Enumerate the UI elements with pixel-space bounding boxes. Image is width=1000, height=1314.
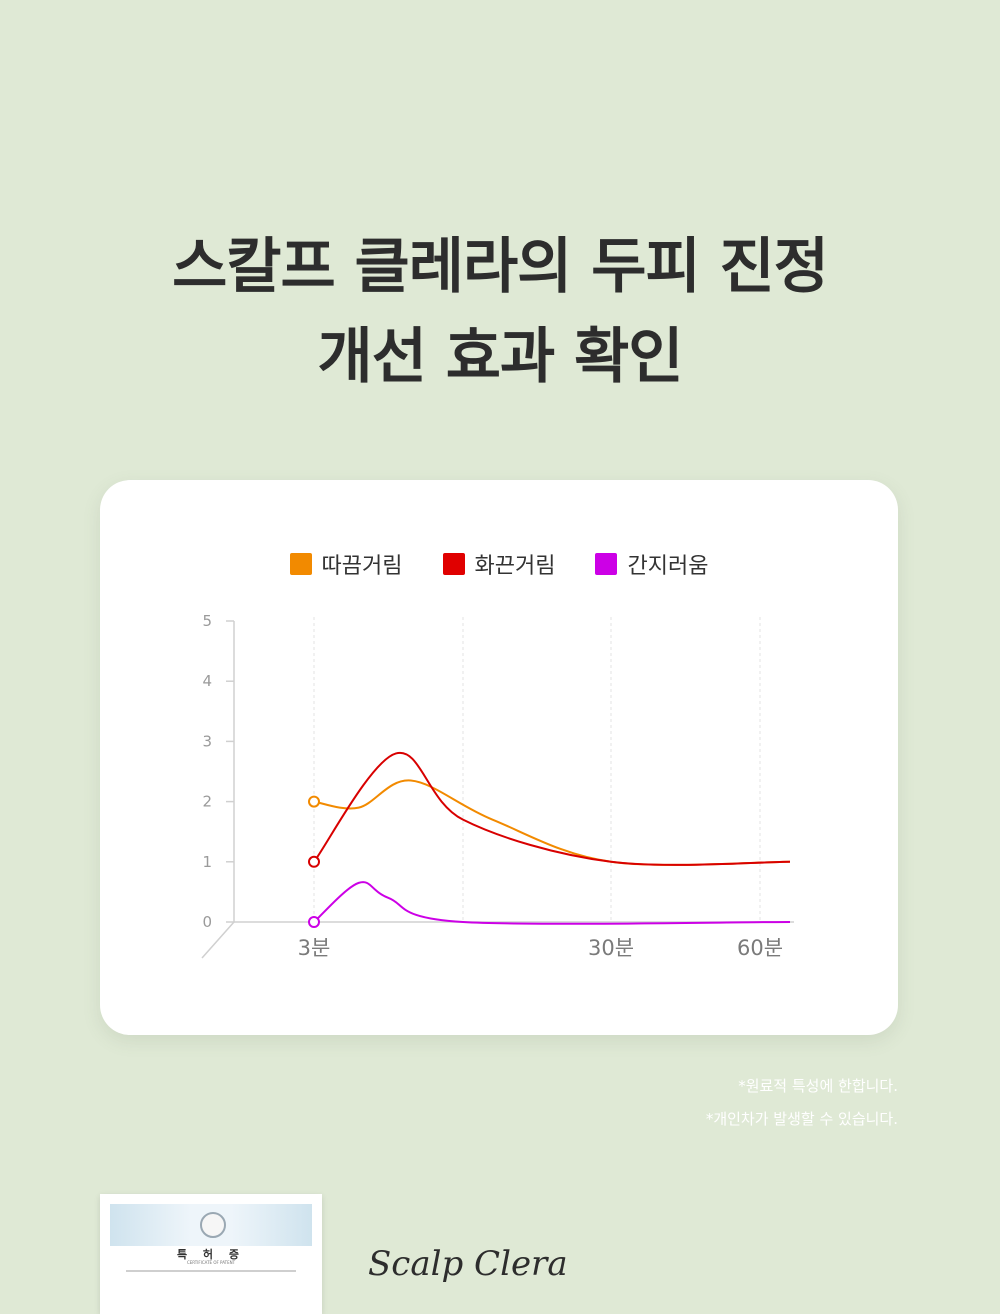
y-tick-label-5: 5	[202, 612, 212, 630]
x-tick-label-2: 30분	[588, 936, 634, 960]
legend-swatch-burning	[442, 553, 465, 575]
legend-swatch-itching	[595, 553, 618, 575]
legend-label-itching: 간지러움	[627, 554, 709, 579]
patent-certificate-image: 특 허 증 CERTIFICATE OF PATENT	[100, 1194, 322, 1314]
chart-legend: 따끔거림 화끈거림 간지러움	[100, 548, 898, 580]
y-tick-label-3: 3	[202, 732, 212, 750]
legend-item-stinging: 따끔거림	[289, 548, 403, 580]
axis-corner-line	[201, 921, 235, 959]
chart-card: 따끔거림 화끈거림 간지러움 0 1 2 3 4 5 3분 30분 60분	[100, 480, 898, 1035]
x-tick-label-3: 60분	[737, 936, 783, 960]
y-tick-label-0: 0	[202, 913, 212, 931]
brand-script-logo: Scalp Clera	[368, 1244, 568, 1284]
legend-label-burning: 화끈거림	[474, 554, 556, 579]
legend-item-itching: 간지러움	[595, 548, 708, 580]
headline: 스칼프 클레라의 두피 진정 개선 효과 확인	[0, 222, 1000, 402]
series-line-0	[313, 779, 791, 866]
legend-swatch-stinging	[289, 553, 312, 575]
series-line-2	[313, 881, 791, 925]
certificate-seal-icon	[200, 1212, 226, 1238]
headline-line-2: 개선 효과 확인	[317, 322, 684, 392]
legend-item-burning: 화끈거림	[442, 548, 556, 580]
line-chart: 0 1 2 3 4 5 3분 30분 60분	[201, 612, 794, 960]
footnote-2: *개인차가 발생할 수 있습니다.	[705, 1110, 898, 1128]
headline-line-1: 스칼프 클레라의 두피 진정	[172, 232, 829, 302]
legend-label-stinging: 따끔거림	[321, 554, 403, 579]
footnotes: *원료적 특성에 한합니다. *개인차가 발생할 수 있습니다.	[706, 1070, 898, 1136]
series-line-1	[313, 751, 791, 866]
y-tick-label-2: 2	[202, 793, 212, 811]
certificate-title: 특 허 증	[176, 1248, 246, 1261]
x-tick-label-0: 3분	[298, 936, 331, 960]
y-tick-label-4: 4	[202, 672, 212, 690]
series-start-point-0	[308, 795, 320, 808]
certificate-text-line	[126, 1270, 296, 1272]
series-start-point-2	[308, 916, 320, 928]
footnote-1: *원료적 특성에 한합니다.	[738, 1077, 898, 1095]
y-tick-label-1: 1	[202, 853, 212, 871]
series-start-point-1	[308, 855, 320, 868]
certificate-subtitle: CERTIFICATE OF PATENT	[186, 1260, 236, 1265]
